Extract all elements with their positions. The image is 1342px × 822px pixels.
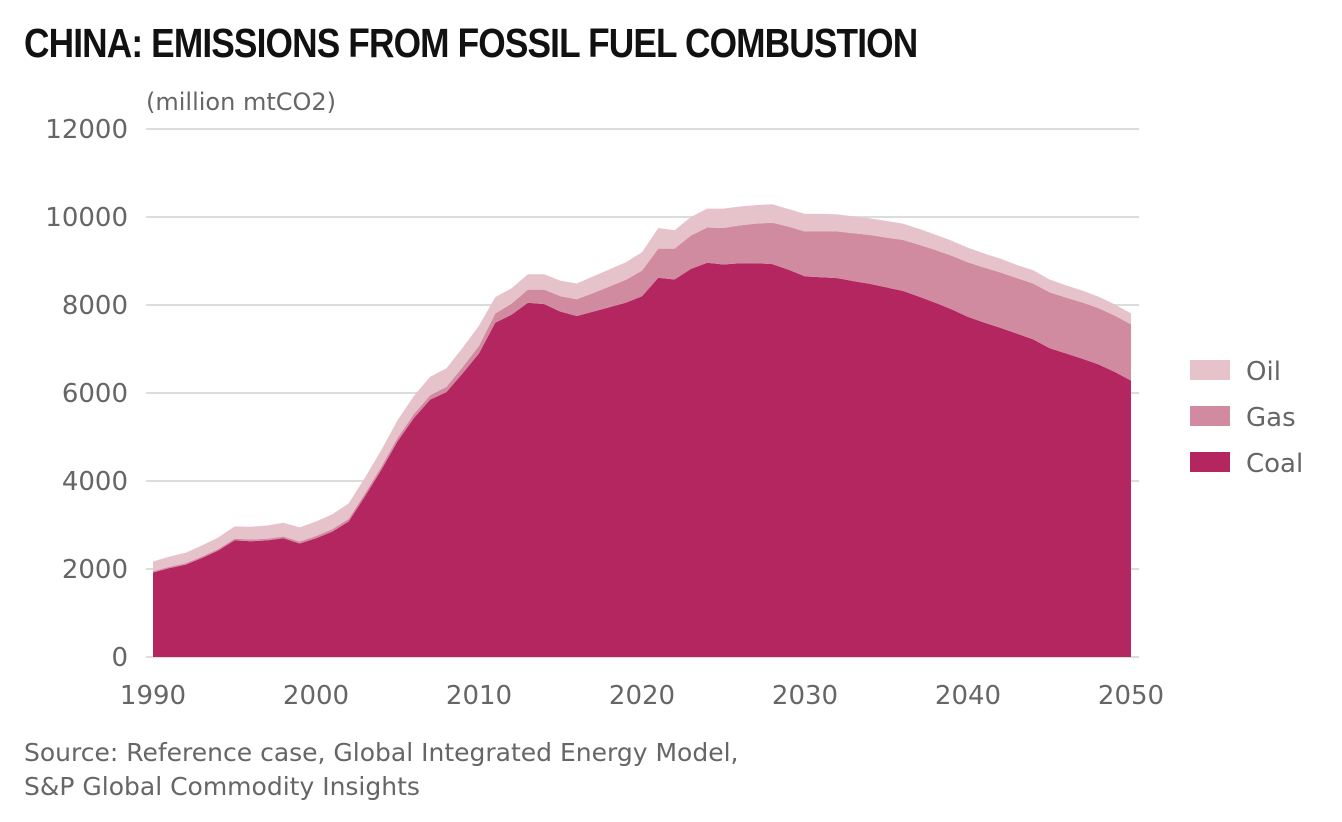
x-tick-label: 2030	[772, 681, 838, 711]
area-oil	[153, 204, 1131, 572]
x-tick-label: 2050	[1098, 681, 1164, 711]
y-tick-label: 12000	[45, 115, 128, 145]
y-tick-label: 2000	[62, 555, 128, 585]
legend-label-gas: Gas	[1246, 403, 1296, 433]
area-series	[153, 204, 1131, 657]
area-gas	[153, 222, 1131, 573]
x-axis-ticks: 1990 2000 2010 2020 2030 2040 2050	[120, 681, 1164, 711]
y-tick-label: 0	[111, 643, 128, 673]
y-tick-label: 6000	[62, 379, 128, 409]
chart-title: CHINA: EMISSIONS FROM FOSSIL FUEL COMBUS…	[24, 20, 918, 66]
y-tick-label: 4000	[62, 467, 128, 497]
legend-swatch-coal	[1190, 452, 1230, 472]
x-tick-label: 2010	[446, 681, 512, 711]
legend-swatch-oil	[1190, 360, 1230, 380]
y-axis-unit-label: (million mtCO2)	[146, 88, 337, 116]
x-tick-label: 2040	[935, 681, 1001, 711]
source-line-2: S&P Global Commodity Insights	[24, 772, 420, 801]
x-tick-label: 2020	[609, 681, 675, 711]
legend-label-coal: Coal	[1246, 449, 1303, 479]
x-tick-label: 1990	[120, 681, 186, 711]
source-line-1: Source: Reference case, Global Integrate…	[24, 738, 739, 767]
y-tick-label: 8000	[62, 291, 128, 321]
area-coal	[153, 262, 1131, 657]
y-axis-ticks: 0 2000 4000 6000 8000 10000 12000	[45, 115, 128, 673]
x-tick-label: 2000	[283, 681, 349, 711]
legend-label-oil: Oil	[1246, 357, 1281, 387]
y-tick-label: 10000	[45, 203, 128, 233]
source-note: Source: Reference case, Global Integrate…	[24, 736, 738, 804]
legend-swatch-gas	[1190, 406, 1230, 426]
legend: Oil Gas Coal	[1190, 357, 1303, 479]
